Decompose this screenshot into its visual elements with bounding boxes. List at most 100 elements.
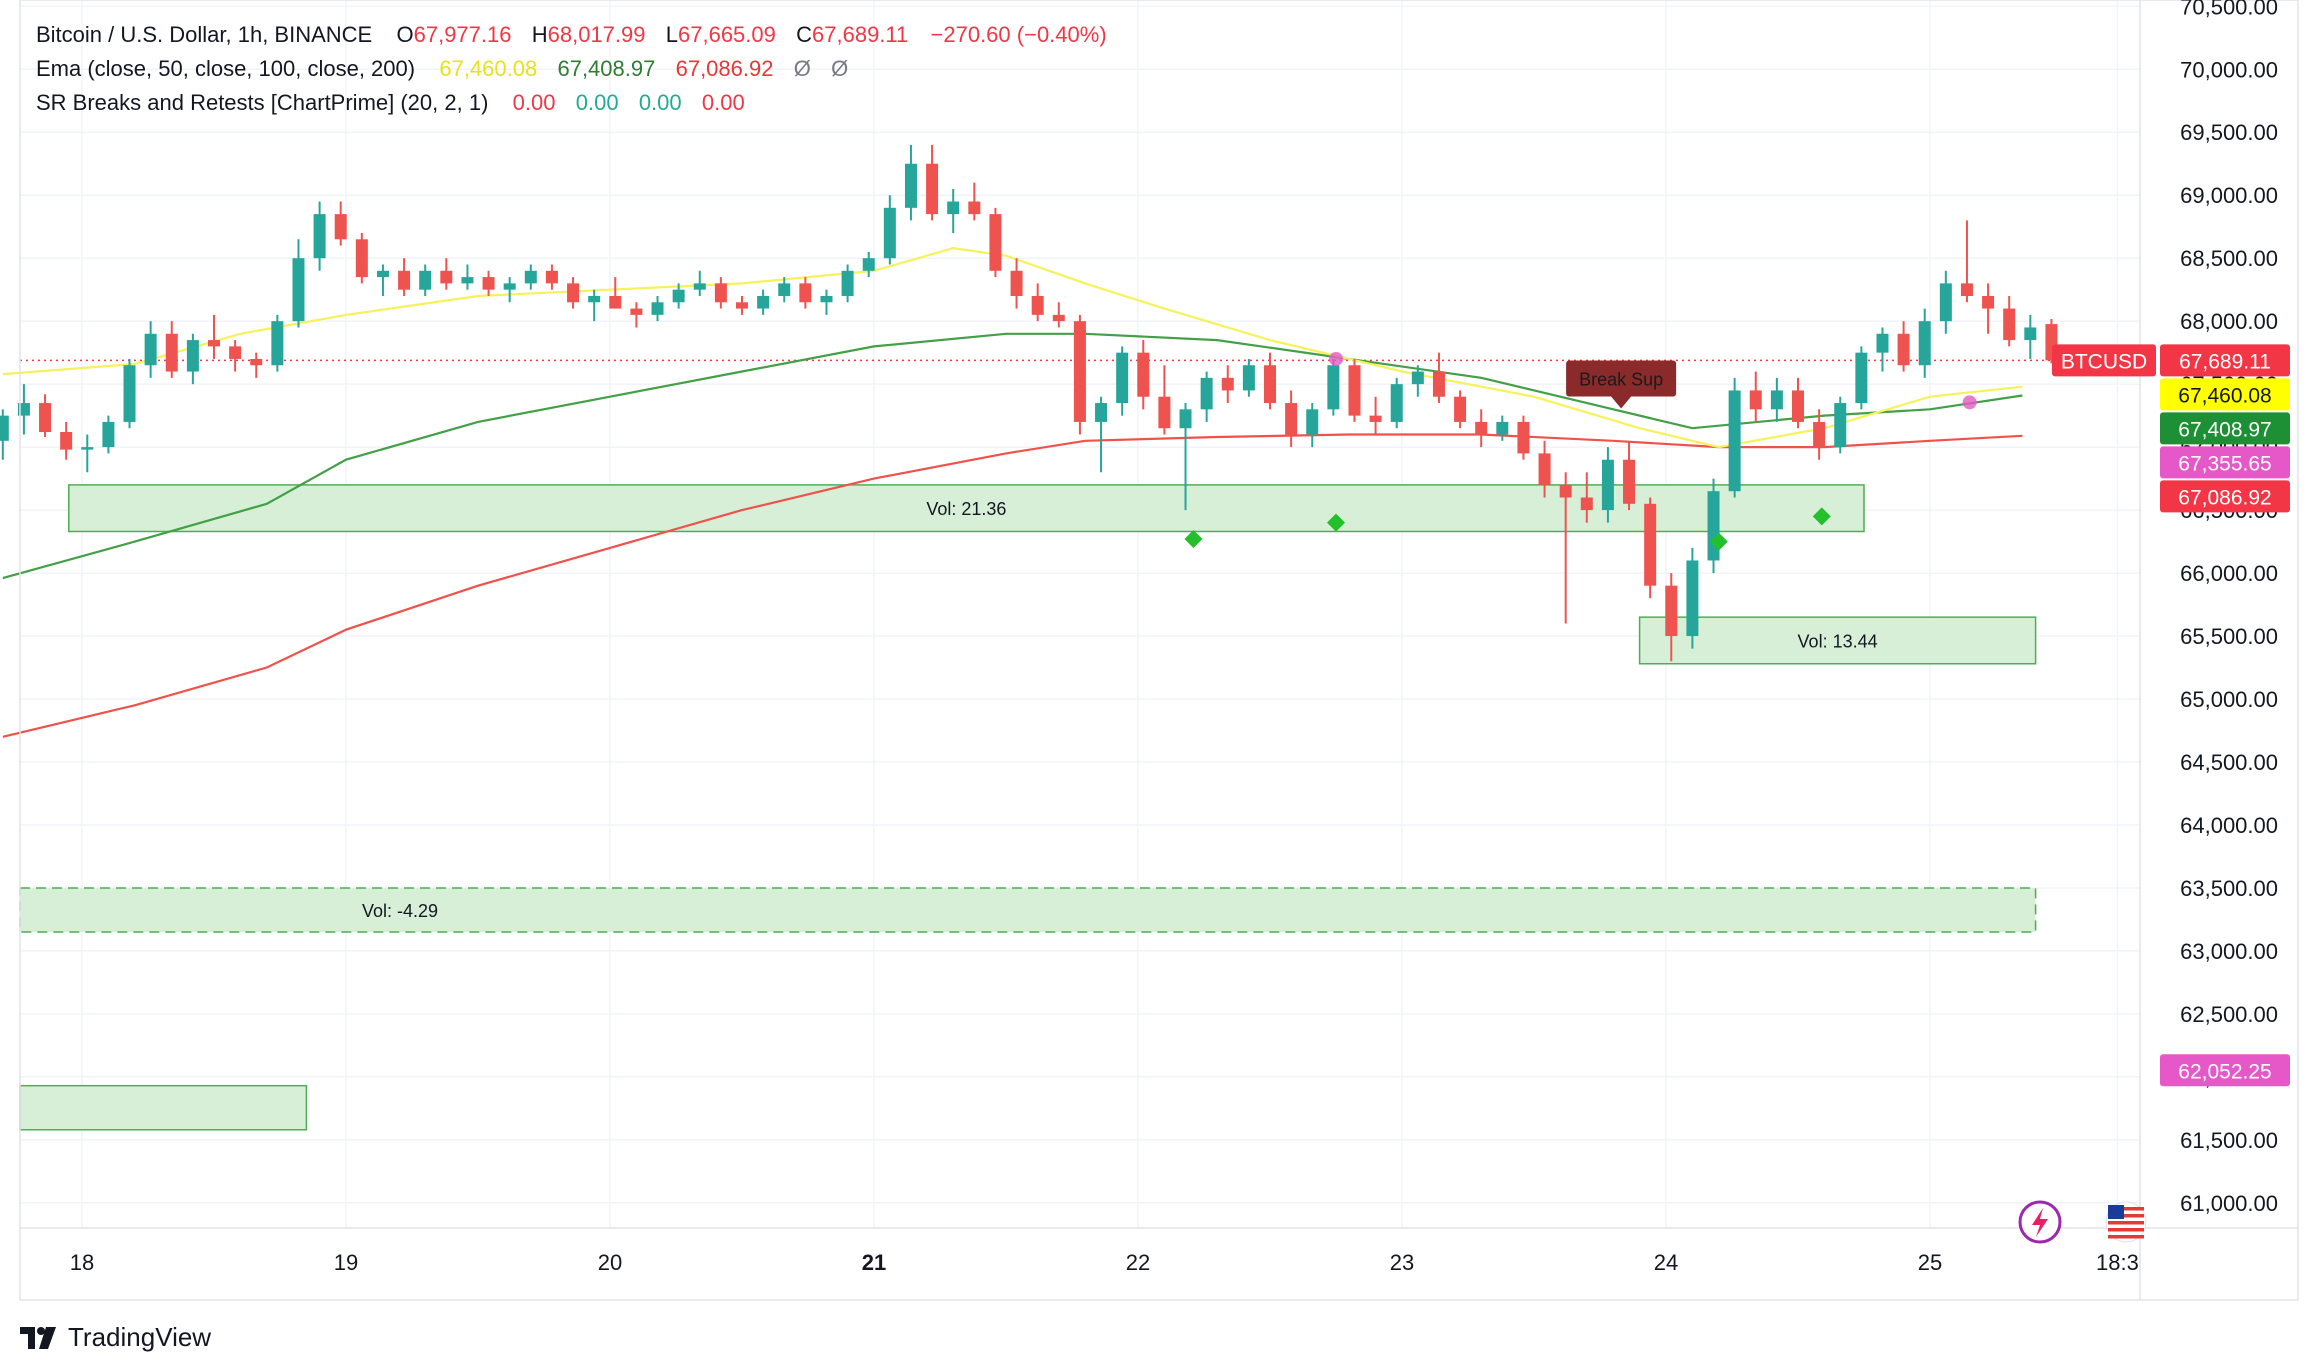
candle-body bbox=[1538, 453, 1551, 485]
signal-markers bbox=[1184, 351, 1977, 551]
candle-body bbox=[1580, 497, 1593, 511]
candle-body bbox=[1475, 421, 1488, 435]
candle-body bbox=[1559, 484, 1572, 498]
candle-body bbox=[355, 239, 368, 278]
candle-body bbox=[1052, 314, 1065, 322]
candle-body bbox=[376, 270, 389, 278]
chart-border bbox=[19, 0, 2299, 1301]
candle-body bbox=[1095, 403, 1108, 422]
time-tick-label: 19 bbox=[334, 1250, 358, 1275]
sr-value-2: 0.00 bbox=[575, 90, 619, 115]
candle-body bbox=[482, 277, 495, 290]
us-flag-icon[interactable] bbox=[2105, 1201, 2147, 1243]
break-label-text: Break Sup bbox=[1579, 370, 1663, 390]
time-tick-label: 18:3 bbox=[2096, 1250, 2139, 1275]
candle-body bbox=[271, 321, 284, 366]
flag-canton bbox=[2108, 1205, 2124, 1219]
sr-value-1: 0.00 bbox=[512, 90, 556, 115]
price-tick-label: 70,000.00 bbox=[2180, 57, 2278, 82]
legend-sr-row[interactable]: SR Breaks and Retests [ChartPrime] (20, … bbox=[36, 86, 745, 120]
time-tick-label: 24 bbox=[1654, 1250, 1678, 1275]
candle-body bbox=[1770, 390, 1783, 410]
flag-stripe bbox=[2108, 1235, 2144, 1239]
candle-body bbox=[989, 214, 1002, 271]
candle-body bbox=[1073, 321, 1086, 422]
candle-body bbox=[968, 201, 981, 215]
candle-body bbox=[799, 283, 812, 303]
price-tick-label: 63,500.00 bbox=[2180, 876, 2278, 901]
legend-ema-row[interactable]: Ema (close, 50, close, 100, close, 200) … bbox=[36, 52, 848, 86]
price-tick-label: 61,000.00 bbox=[2180, 1191, 2278, 1216]
price-tick-label: 66,000.00 bbox=[2180, 561, 2278, 586]
sr-zone bbox=[19, 1084, 308, 1131]
price-tick-label: 61,500.00 bbox=[2180, 1128, 2278, 1153]
candle-body bbox=[841, 270, 854, 296]
candle-body bbox=[123, 365, 136, 422]
candle-body bbox=[17, 403, 30, 416]
candle-body bbox=[1982, 295, 1995, 309]
retest-diamond bbox=[1184, 530, 1203, 549]
flag-stripe bbox=[2108, 1221, 2144, 1225]
candle-body bbox=[0, 415, 9, 441]
ema-na-2: Ø bbox=[831, 56, 849, 81]
price-label-box bbox=[2160, 344, 2290, 377]
price-tick-label: 63,000.00 bbox=[2180, 939, 2278, 964]
time-tick-label: 23 bbox=[1390, 1250, 1414, 1275]
candle-body bbox=[1686, 560, 1699, 637]
candle-body bbox=[292, 258, 305, 322]
ema-label: Ema (close, 50, close, 100, close, 200) bbox=[36, 56, 416, 81]
symbol-title: Bitcoin / U.S. Dollar, 1h, BINANCE bbox=[36, 22, 373, 47]
candle-body bbox=[1496, 421, 1509, 435]
candle-body bbox=[1813, 421, 1826, 448]
price-label-text: 67,355.65 bbox=[2178, 452, 2271, 475]
price-label-text: 67,460.08 bbox=[2178, 384, 2271, 407]
candle-body bbox=[1792, 390, 1804, 422]
tradingview-logo-icon bbox=[20, 1326, 56, 1349]
candle-body bbox=[1390, 384, 1403, 422]
candle-body bbox=[820, 295, 833, 303]
candle-body bbox=[1623, 459, 1636, 504]
candle-body bbox=[926, 163, 939, 215]
ema100-value: 67,408.97 bbox=[557, 56, 656, 81]
candle-body bbox=[1707, 491, 1720, 561]
legend-symbol-row[interactable]: Bitcoin / U.S. Dollar, 1h, BINANCE O67,9… bbox=[36, 18, 1107, 52]
price-tick-label: 65,000.00 bbox=[2180, 687, 2278, 712]
ohlc-close-label: C bbox=[796, 22, 813, 47]
candle-body bbox=[1876, 333, 1889, 353]
candle-body bbox=[1834, 403, 1847, 448]
candle-body bbox=[503, 283, 516, 290]
lightning-icon-bolt bbox=[2032, 1208, 2048, 1237]
price-label-box bbox=[2160, 480, 2290, 513]
price-tick-label: 69,500.00 bbox=[2180, 120, 2278, 145]
ohlc-open-label: O bbox=[396, 22, 414, 47]
ohlc-low-value: 67,665.09 bbox=[678, 22, 776, 47]
candle-body bbox=[778, 283, 791, 296]
candle-body bbox=[1432, 371, 1445, 397]
candle-body bbox=[1855, 352, 1868, 404]
price-label-text: BTCUSD bbox=[2061, 350, 2147, 373]
lightning-icon[interactable] bbox=[2018, 1200, 2062, 1244]
candle-body bbox=[1116, 352, 1129, 404]
candle-body bbox=[334, 214, 347, 240]
candle-body bbox=[461, 277, 474, 284]
candle-body bbox=[229, 346, 242, 359]
candle-body bbox=[102, 421, 115, 448]
candle-body bbox=[588, 295, 601, 303]
ema50-line bbox=[2, 246, 2023, 449]
candle-body bbox=[630, 308, 643, 315]
candle-body bbox=[524, 270, 537, 284]
price-labels: BTCUSD 67,689.11 67,460.08 67,408.97 67,355.… bbox=[2052, 344, 2290, 1087]
retest-diamond bbox=[1709, 532, 1728, 551]
candle-body bbox=[60, 432, 73, 450]
chart-grid bbox=[20, 0, 2140, 1228]
candle-body bbox=[609, 295, 622, 309]
candle-body bbox=[1369, 415, 1382, 422]
candle-body bbox=[651, 302, 664, 315]
price-tick-label: 70,500.00 bbox=[2180, 0, 2278, 19]
tradingview-brand[interactable]: TradingView bbox=[20, 1322, 211, 1353]
candle-body bbox=[862, 258, 875, 271]
break-sup-label: Break Sup bbox=[1566, 360, 1677, 409]
candle-body bbox=[545, 270, 558, 284]
price-label-box bbox=[2160, 446, 2290, 479]
